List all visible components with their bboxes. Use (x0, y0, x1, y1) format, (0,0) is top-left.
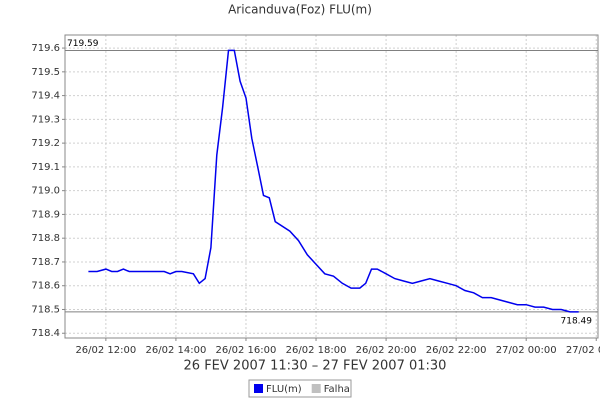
y-tick-label: 719.6 (31, 43, 60, 54)
y-tick-label: 718.5 (31, 304, 60, 315)
legend-label: Falha (324, 384, 350, 395)
x-tick-label: 26/02 18:00 (286, 345, 347, 356)
x-tick-label: 26/02 14:00 (146, 345, 207, 356)
legend: FLU(m) Falha (248, 379, 352, 398)
legend-swatch (311, 384, 321, 393)
x-tick-label: 27/02 00:00 (496, 345, 557, 356)
y-tick-label: 719.0 (31, 186, 60, 197)
y-tick-label: 718.7 (31, 257, 60, 268)
y-tick-label: 718.9 (31, 209, 60, 220)
x-tick-label: 27/02 02:00 (566, 345, 600, 356)
y-tick-label: 718.6 (31, 281, 60, 292)
legend-swatch (254, 384, 263, 393)
x-tick-label: 26/02 22:00 (426, 345, 487, 356)
legend-label: FLU(m) (266, 384, 302, 395)
plot-area (65, 35, 598, 338)
y-tick-label: 719.1 (31, 162, 60, 173)
y-tick-label: 719.5 (31, 67, 60, 78)
plot-border (64, 34, 599, 339)
y-tick-label: 719.4 (31, 91, 60, 102)
x-tick-label: 26/02 20:00 (356, 345, 417, 356)
x-axis-label: 26 FEV 2007 11:30 – 27 FEV 2007 01:30 (184, 359, 447, 374)
legend-box (248, 379, 352, 398)
marker-label: 719.59 (67, 39, 99, 49)
y-tick-label: 718.8 (31, 233, 60, 244)
chart-title: Aricanduva(Foz) FLU(m) (228, 3, 372, 17)
x-tick-label: 26/02 16:00 (216, 345, 277, 356)
data-line (88, 49, 579, 313)
y-tick-label: 718.4 (31, 328, 60, 339)
y-tick-label: 719.3 (31, 114, 60, 125)
marker-label: 718.49 (561, 316, 593, 326)
y-tick-label: 719.2 (31, 138, 60, 149)
x-tick-label: 26/02 12:00 (75, 345, 136, 356)
